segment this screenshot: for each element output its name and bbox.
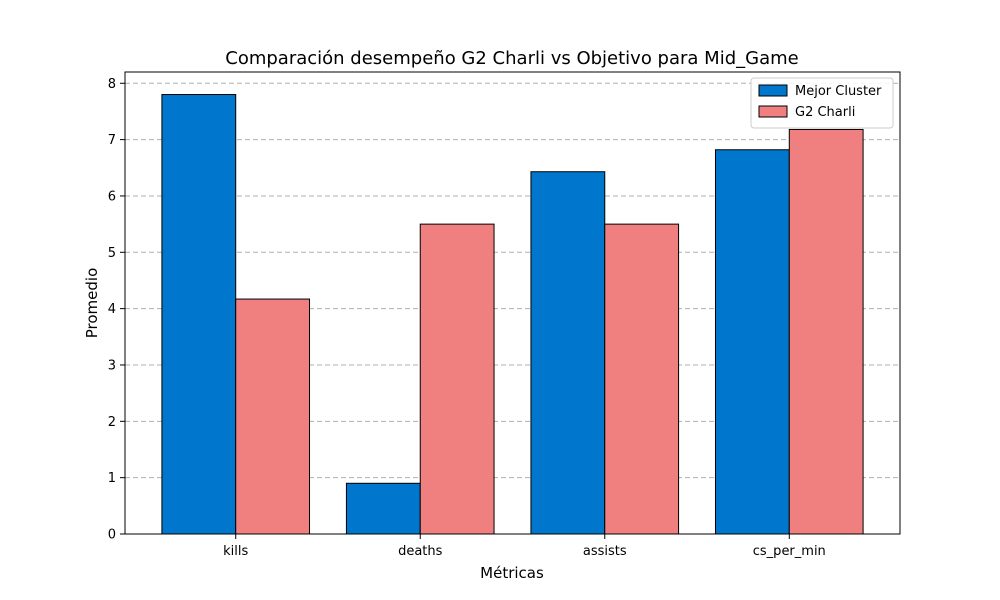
legend-swatch-g2-charli [758,105,788,118]
y-tick-label: 5 [108,246,116,261]
chart-title: Comparación desempeño G2 Charli vs Objet… [225,48,798,69]
y-axis: 0 1 2 3 4 5 6 7 8 [108,77,125,543]
bar-g2-charli-assists [604,223,680,535]
legend-swatch-mejor-cluster [758,84,788,97]
x-tick-label-assists: assists [583,544,627,559]
bar-mejor-cluster-cs-per-min [714,149,790,535]
y-tick-label: 6 [108,189,116,204]
y-axis-label: Promedio [83,268,101,339]
y-tick-label: 4 [108,302,116,317]
y-tick-label: 7 [108,133,116,148]
bar-g2-charli-cs-per-min [788,128,864,535]
legend-label-g2-charli: G2 Charli [795,105,855,120]
bar-mejor-cluster-kills [161,94,237,535]
legend-label-mejor-cluster: Mejor Cluster [795,84,882,99]
x-tick-label-kills: kills [223,544,248,559]
y-tick-label: 1 [108,471,116,486]
y-tick-label: 8 [108,77,116,92]
y-tick-label: 3 [108,358,116,373]
y-tick-label: 2 [108,415,116,430]
x-axis: kills deaths assists cs_per_min [223,534,826,559]
y-tick-label: 0 [108,528,116,543]
plot-area-frame [124,71,901,535]
bar-mejor-cluster-deaths [345,482,421,535]
legend: Mejor Cluster G2 Charli [750,77,894,129]
bar-g2-charli-deaths [419,223,495,535]
x-tick-label-cs-per-min: cs_per_min [753,544,826,559]
x-axis-label: Métricas [480,564,544,582]
x-tick-label-deaths: deaths [398,544,443,559]
bar-mejor-cluster-assists [530,171,606,535]
bars-group [161,94,864,535]
bar-g2-charli-kills [235,298,311,535]
